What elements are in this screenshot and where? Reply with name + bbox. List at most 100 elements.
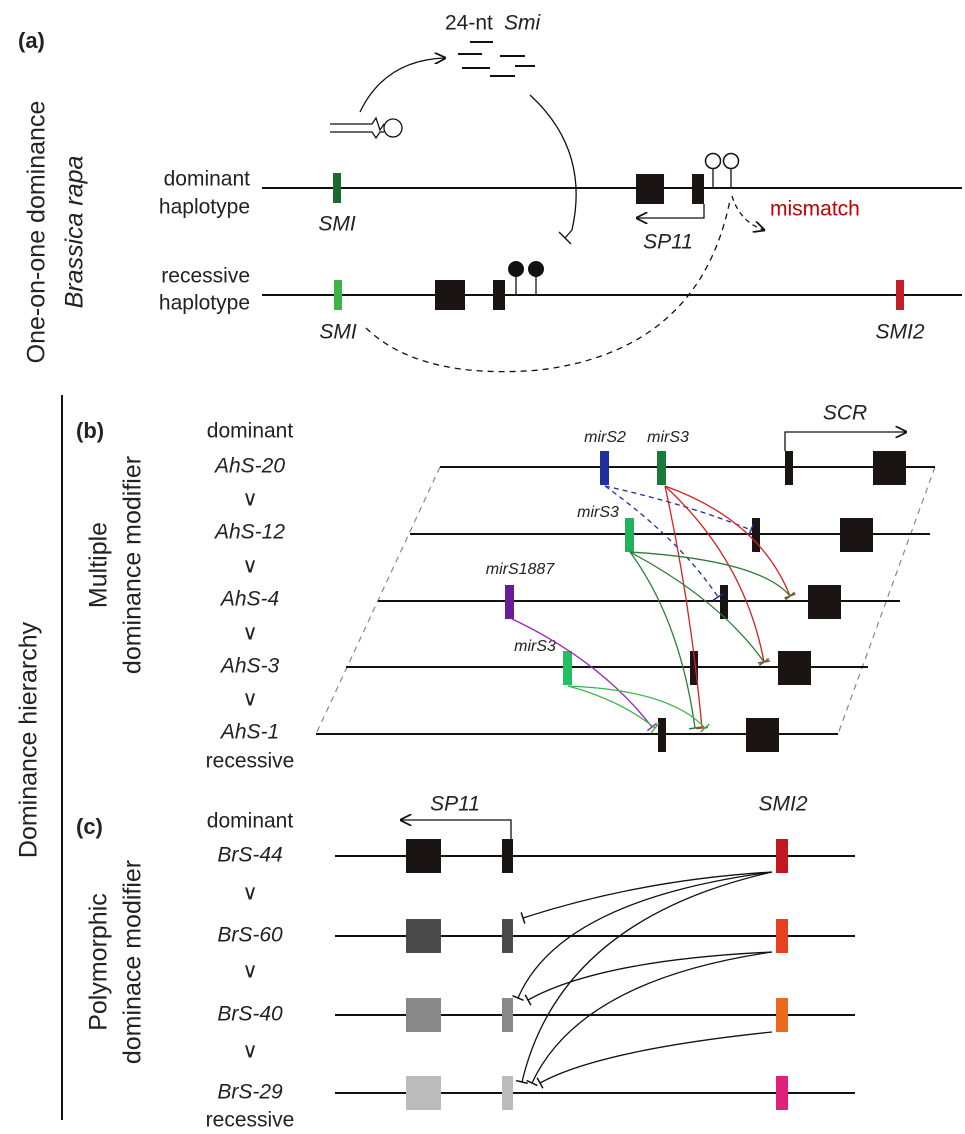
- haplotype-label: BrS-40: [217, 1003, 283, 1026]
- target-link: [664, 485, 709, 730]
- mismatch-arc: [365, 199, 731, 373]
- gene-label: SCR: [823, 402, 867, 425]
- haplotype-label: AhS-1: [219, 721, 279, 744]
- smi2-gene: [896, 280, 904, 310]
- target-link: [515, 871, 773, 1085]
- target-link: [567, 685, 710, 733]
- panel-label: (b): [76, 418, 104, 443]
- exon: [690, 651, 698, 685]
- dominance-sign: ∨: [242, 622, 257, 645]
- methyl-stem: [712, 168, 732, 188]
- target-link: [520, 871, 773, 924]
- smi2-gene: [776, 919, 788, 953]
- exon: [752, 518, 760, 552]
- sirna-label: 24-nt: [445, 12, 493, 35]
- rank-label: recessive: [206, 750, 295, 773]
- dominance-sign: ∨: [242, 882, 257, 905]
- exon: [502, 839, 513, 873]
- exon: [692, 174, 704, 204]
- haplotype-label: AhS-3: [219, 655, 280, 678]
- target-link: [536, 1031, 773, 1089]
- panel-label: (c): [76, 814, 103, 839]
- panel-label: (a): [18, 28, 45, 53]
- transcription-arrow: [637, 204, 705, 218]
- exon: [502, 919, 513, 953]
- target-link: [526, 951, 773, 1087]
- methyl-stem: [515, 275, 537, 295]
- smi-gene: [333, 173, 341, 203]
- smi-gene: [334, 280, 342, 310]
- exon: [406, 919, 441, 953]
- target-link: [567, 685, 660, 734]
- mirna-gene: [600, 451, 609, 485]
- exon: [406, 998, 441, 1032]
- dominance-sign: ∨: [242, 488, 257, 511]
- unmethylated-site: [722, 152, 740, 170]
- exon: [502, 1076, 513, 1110]
- dominance-sign: ∨: [242, 1040, 257, 1063]
- exon: [406, 1076, 441, 1110]
- rank-label: dominant: [207, 420, 294, 443]
- sirna-label: Smi: [504, 12, 542, 35]
- haplotype-label: dominant: [164, 168, 251, 191]
- mirna-gene: [563, 651, 572, 685]
- gene-label: SP11: [430, 793, 480, 816]
- smi2-gene: [776, 839, 788, 873]
- target-link: [664, 485, 796, 599]
- gene-label: SMI: [318, 213, 356, 236]
- haplotype-line: [335, 855, 855, 1094]
- exon: [406, 839, 441, 873]
- panel-a: (a) One-on-one dominance Brassica rapa 2…: [18, 12, 962, 373]
- panel-c: (c) Polymorphic dominace modifier domina…: [76, 793, 855, 1132]
- target-link: [629, 551, 796, 601]
- exon: [493, 280, 505, 310]
- methylated-site: [508, 261, 524, 277]
- dominance-sign: ∨: [242, 688, 257, 711]
- smi2-gene: [776, 998, 788, 1032]
- arrow: [359, 58, 445, 113]
- haplotype-label: haplotype: [159, 196, 250, 219]
- exon: [785, 451, 793, 485]
- smi2-gene: [776, 1076, 788, 1110]
- haplotype-label: haplotype: [159, 292, 250, 315]
- target-link: [629, 551, 702, 730]
- rank-label: recessive: [206, 1109, 295, 1132]
- gene-label: SMI: [319, 321, 357, 344]
- target-link: [604, 485, 724, 601]
- rank-label: dominant: [207, 810, 294, 833]
- target-link: [524, 951, 773, 1006]
- exon: [720, 585, 728, 619]
- exon: [636, 174, 664, 204]
- mirna-label: mirS3: [647, 429, 689, 446]
- silencing-arc: [529, 94, 577, 239]
- haplotype-line: [316, 466, 935, 735]
- target-link: [512, 871, 773, 1002]
- mirna-label: mirS3: [577, 504, 619, 521]
- hairpin-loop: [383, 118, 403, 138]
- transcription-arrow: [784, 432, 906, 451]
- mismatch-arrow: [731, 195, 764, 230]
- exon: [746, 718, 779, 752]
- target-link: [629, 551, 770, 667]
- haplotype-label: BrS-29: [217, 1081, 283, 1104]
- exon: [658, 718, 666, 752]
- mirna-gene: [505, 585, 514, 619]
- dominance-sign: ∨: [242, 960, 257, 983]
- hairpin: [330, 116, 385, 140]
- panel-b: (b) Multiple dominance modifier dominant…: [76, 402, 936, 773]
- gene-label: SMI2: [875, 321, 924, 344]
- unmethylated-site: [704, 152, 722, 170]
- haplotype-label: BrS-44: [217, 844, 282, 867]
- smi2-targets: [512, 871, 773, 1089]
- side-label: One-on-one dominance: [23, 101, 51, 364]
- inhibit-end: [558, 231, 572, 245]
- sirna-fragments: [458, 41, 535, 77]
- mirna-targets: [509, 485, 796, 734]
- dominance-sign: ∨: [242, 555, 257, 578]
- haplotype-label: AhS-12: [213, 521, 285, 544]
- side-label: Polymorphic: [85, 893, 113, 1031]
- exon: [778, 651, 811, 685]
- methylated-site: [528, 261, 544, 277]
- haplotype-label: recessive: [161, 265, 250, 288]
